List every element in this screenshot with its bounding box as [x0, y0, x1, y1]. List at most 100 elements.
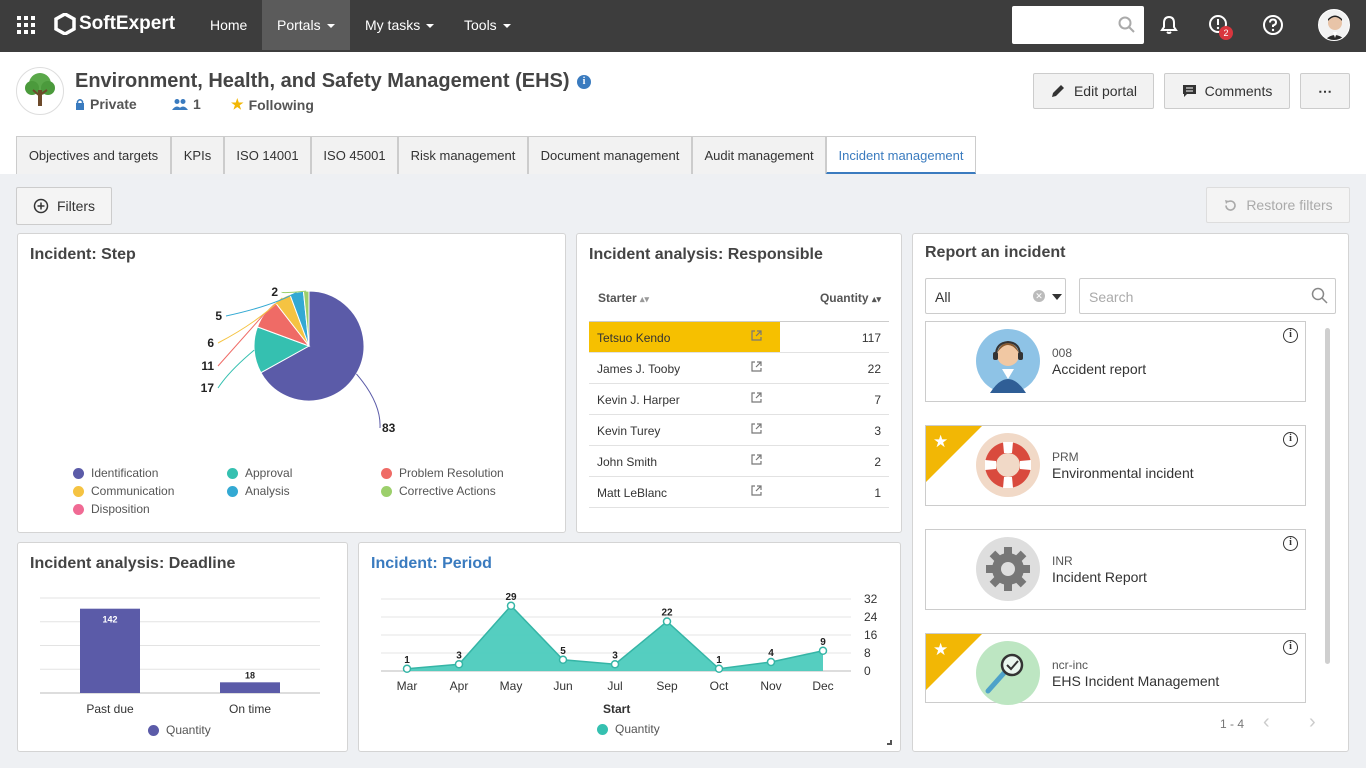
portal-logo	[16, 67, 64, 115]
table-row[interactable]: John Smith 2	[589, 446, 889, 477]
legend-label: Identification	[91, 466, 159, 480]
external-link-icon[interactable]	[751, 361, 762, 375]
edit-portal-button[interactable]: Edit portal	[1033, 73, 1154, 109]
members-count[interactable]: 1	[172, 96, 201, 112]
bar[interactable]	[80, 608, 140, 693]
tab-objectives-and-targets[interactable]: Objectives and targets	[16, 136, 171, 174]
external-link-icon[interactable]	[751, 392, 762, 406]
incident-search-input[interactable]: Search	[1079, 278, 1336, 314]
y-tick-label: 8	[864, 646, 871, 660]
more-options-button[interactable]: ⋯	[1300, 73, 1350, 109]
info-icon[interactable]: i	[1283, 536, 1298, 551]
scrollbar[interactable]	[1325, 328, 1330, 664]
info-icon[interactable]: i	[577, 75, 591, 89]
info-icon[interactable]: i	[1283, 432, 1298, 447]
comment-icon	[1182, 85, 1196, 97]
table-row[interactable]: James J. Tooby 22	[589, 353, 889, 384]
lifebuoy-icon	[976, 433, 1040, 497]
x-tick-label: Mar	[397, 679, 418, 693]
info-icon[interactable]: i	[1283, 328, 1298, 343]
legend-item[interactable]: Communication	[73, 484, 174, 498]
pie-connector	[356, 373, 381, 429]
point-data-label: 1	[404, 655, 410, 666]
tab-iso-14001[interactable]: ISO 14001	[224, 136, 311, 174]
legend-item[interactable]: Approval	[227, 466, 292, 480]
bar[interactable]	[220, 682, 280, 693]
category-select[interactable]: All ✕	[925, 278, 1066, 314]
tab-document-management[interactable]: Document management	[528, 136, 692, 174]
legend-label: Communication	[91, 484, 175, 498]
external-link-icon[interactable]	[751, 330, 762, 344]
external-link-icon[interactable]	[751, 423, 762, 437]
tab-audit-management[interactable]: Audit management	[692, 136, 826, 174]
star-icon: ★	[933, 640, 949, 659]
favorite-ribbon[interactable]	[926, 634, 982, 690]
incident-card[interactable]: ★ ncr-inc EHS Incident Management i	[925, 633, 1306, 705]
table-row[interactable]: Tetsuo Kendo 117	[589, 322, 889, 353]
tab-incident-management[interactable]: Incident management	[826, 136, 976, 174]
external-link-icon[interactable]	[751, 454, 762, 468]
pagination-text: 1 - 4	[1220, 717, 1245, 731]
favorite-ribbon[interactable]	[926, 426, 982, 482]
x-tick-label: Nov	[760, 679, 781, 693]
next-page-icon[interactable]: ›	[1309, 711, 1316, 733]
apps-grid-icon[interactable]	[17, 16, 35, 34]
help-icon[interactable]	[1262, 14, 1284, 36]
comments-button[interactable]: Comments	[1164, 73, 1290, 109]
legend-item[interactable]: Corrective Actions	[381, 484, 496, 498]
data-point[interactable]	[662, 617, 672, 626]
data-point[interactable]	[558, 655, 568, 664]
column-header-quantity[interactable]: Quantity ▴▾	[820, 291, 881, 305]
incident-card[interactable]: 008 Accident report i	[925, 321, 1306, 402]
global-search-input[interactable]	[1012, 6, 1144, 44]
nav-my-tasks[interactable]: My tasks	[350, 0, 449, 50]
user-avatar[interactable]	[1318, 9, 1350, 41]
table-row[interactable]: Kevin Turey 3	[589, 415, 889, 446]
column-header-starter[interactable]: Starter ▴▾	[598, 291, 649, 305]
info-icon[interactable]: i	[1283, 640, 1298, 655]
legend-item[interactable]: Quantity	[597, 722, 660, 736]
following-label: Following	[248, 96, 314, 113]
external-link-icon[interactable]	[751, 485, 762, 499]
row-highlight	[589, 322, 780, 352]
nav-tools[interactable]: Tools	[449, 0, 526, 50]
incident-card[interactable]: ★ PRM Environmental incident i	[925, 425, 1306, 506]
search-icon[interactable]	[1118, 16, 1136, 34]
filters-button[interactable]: Filters	[16, 187, 112, 225]
tab-kpis[interactable]: KPIs	[171, 136, 224, 174]
starter-name: Tetsuo Kendo	[597, 331, 671, 345]
data-point[interactable]	[766, 657, 776, 667]
data-point[interactable]	[714, 664, 724, 673]
restore-filters-button[interactable]: Restore filters	[1206, 187, 1350, 223]
data-point[interactable]	[402, 664, 412, 673]
data-point[interactable]	[506, 601, 516, 610]
legend-item[interactable]: Disposition	[73, 502, 150, 516]
legend-item[interactable]: Problem Resolution	[381, 466, 504, 480]
data-point[interactable]	[610, 660, 620, 669]
deadline-bar-chart: 142 Past due 18 On time	[40, 597, 320, 716]
chevron-down-icon[interactable]	[1052, 294, 1062, 300]
tasks-alert-icon[interactable]	[1208, 14, 1230, 36]
search-icon[interactable]	[1311, 287, 1329, 305]
legend-item[interactable]: Quantity	[148, 723, 211, 737]
period-title[interactable]: Incident: Period	[371, 555, 492, 572]
data-point[interactable]	[818, 646, 828, 655]
brand-logo[interactable]: SoftExpert	[54, 13, 175, 35]
data-point[interactable]	[454, 660, 464, 669]
bell-icon[interactable]	[1159, 15, 1179, 35]
clear-icon[interactable]: ✕	[1033, 290, 1045, 302]
legend-item[interactable]: Analysis	[227, 484, 290, 498]
nav-home[interactable]: Home	[195, 0, 262, 50]
incident-card[interactable]: INR Incident Report i	[925, 529, 1306, 610]
resize-handle-icon[interactable]	[887, 740, 892, 745]
previous-page-icon[interactable]: ‹	[1263, 711, 1270, 733]
table-row[interactable]: Kevin J. Harper 7	[589, 384, 889, 415]
tab-iso-45001[interactable]: ISO 45001	[311, 136, 398, 174]
legend-item[interactable]: Identification	[73, 466, 158, 480]
card-name: Environmental incident	[1052, 465, 1194, 481]
tab-risk-management[interactable]: Risk management	[398, 136, 528, 174]
following-toggle[interactable]: ★ Following	[231, 96, 314, 113]
nav-portals[interactable]: Portals	[262, 0, 350, 50]
table-row[interactable]: Matt LeBlanc 1	[589, 477, 889, 508]
point-data-label: 5	[560, 646, 566, 657]
